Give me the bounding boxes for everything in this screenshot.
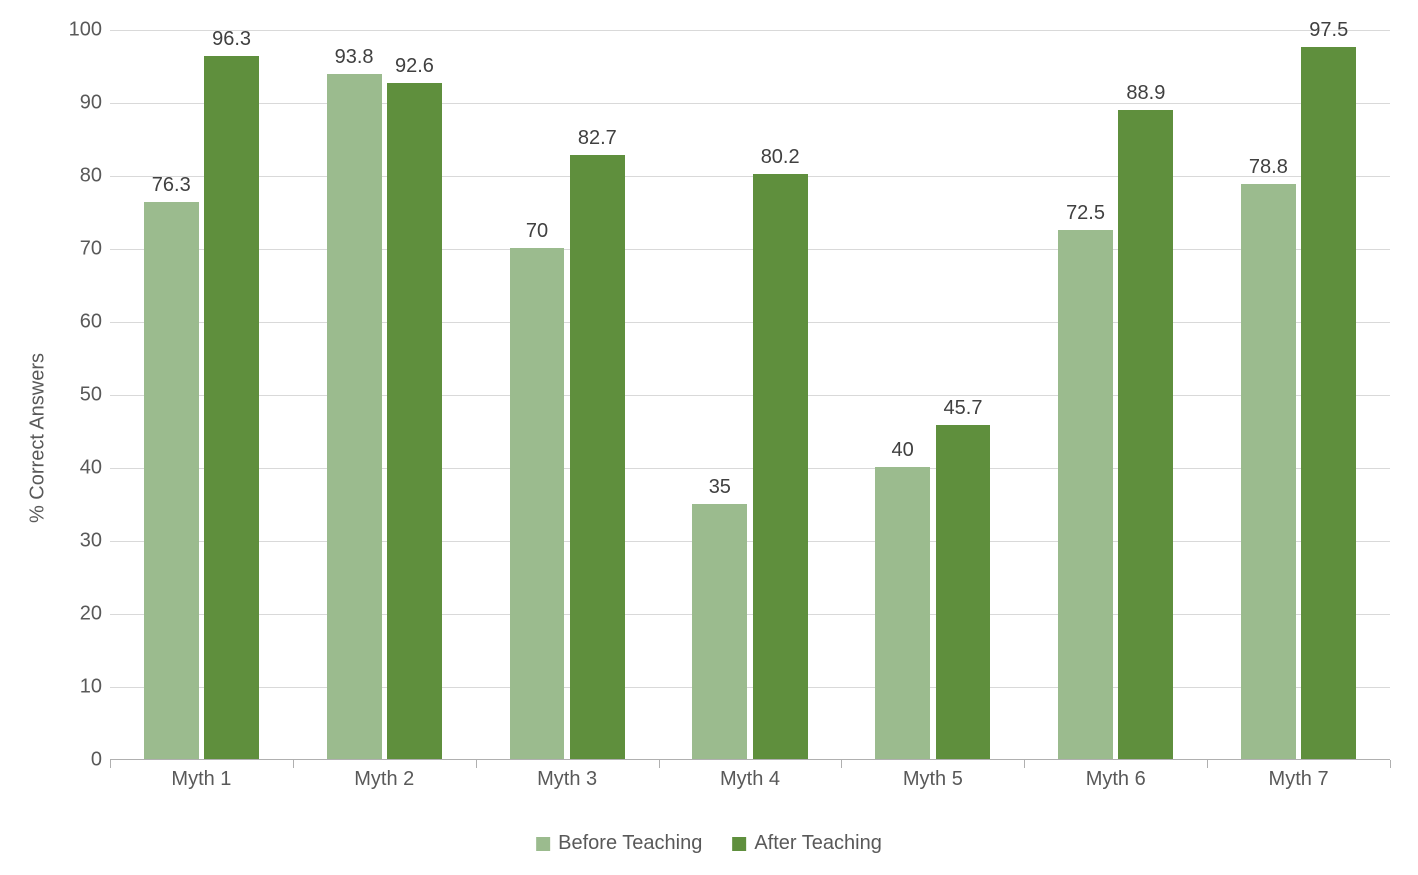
x-tick-label: Myth 3 xyxy=(537,768,597,791)
x-tick-label: Myth 1 xyxy=(171,768,231,791)
x-tickmark xyxy=(1024,760,1025,768)
gridline xyxy=(110,468,1390,469)
bar: 35 xyxy=(692,504,747,760)
bar: 96.3 xyxy=(204,56,259,759)
x-tick-label: Myth 5 xyxy=(903,768,963,791)
bar: 45.7 xyxy=(936,425,991,759)
gridline xyxy=(110,687,1390,688)
x-tickmark xyxy=(841,760,842,768)
legend-swatch xyxy=(732,837,746,851)
bar-value-label: 35 xyxy=(692,476,747,499)
bar: 80.2 xyxy=(753,174,808,759)
bar: 76.3 xyxy=(144,202,199,759)
bar-value-label: 80.2 xyxy=(753,146,808,169)
x-tickmark xyxy=(659,760,660,768)
y-tick-label: 60 xyxy=(42,311,102,334)
bar-value-label: 45.7 xyxy=(936,397,991,420)
bar: 40 xyxy=(875,467,930,759)
bar: 82.7 xyxy=(570,155,625,759)
legend-label: After Teaching xyxy=(754,832,882,855)
bar-value-label: 70 xyxy=(510,220,565,243)
x-tick-label: Myth 6 xyxy=(1086,768,1146,791)
y-tick-label: 0 xyxy=(42,749,102,772)
y-tick-label: 70 xyxy=(42,238,102,261)
y-tick-label: 50 xyxy=(42,384,102,407)
y-tick-label: 100 xyxy=(42,19,102,42)
legend-item: Before Teaching xyxy=(536,832,702,855)
gridline xyxy=(110,395,1390,396)
bar: 93.8 xyxy=(327,74,382,759)
bar-value-label: 88.9 xyxy=(1118,82,1173,105)
bar: 70 xyxy=(510,248,565,759)
y-tick-label: 20 xyxy=(42,603,102,626)
x-tickmark xyxy=(293,760,294,768)
legend-label: Before Teaching xyxy=(558,832,702,855)
x-tick-label: Myth 7 xyxy=(1269,768,1329,791)
bar: 78.8 xyxy=(1241,184,1296,759)
legend-item: After Teaching xyxy=(732,832,882,855)
y-tick-label: 90 xyxy=(42,92,102,115)
bar-value-label: 72.5 xyxy=(1058,202,1113,225)
x-tick-label: Myth 4 xyxy=(720,768,780,791)
y-tick-label: 10 xyxy=(42,676,102,699)
bar-value-label: 78.8 xyxy=(1241,156,1296,179)
legend-swatch xyxy=(536,837,550,851)
bar: 92.6 xyxy=(387,83,442,759)
y-tick-label: 40 xyxy=(42,457,102,480)
plot-area: 76.3 93.8 70 35 40 72.5 78.8 96.3 92.6 82.7 80.2 45… xyxy=(110,30,1390,760)
bar-value-label: 82.7 xyxy=(570,127,625,150)
y-tick-label: 30 xyxy=(42,530,102,553)
bar-value-label: 92.6 xyxy=(387,55,442,78)
bar: 72.5 xyxy=(1058,230,1113,759)
bar-value-label: 93.8 xyxy=(327,46,382,69)
gridline xyxy=(110,541,1390,542)
gridline xyxy=(110,322,1390,323)
x-tickmark xyxy=(1207,760,1208,768)
gridline xyxy=(110,30,1390,31)
bar-chart: % Correct Answers 76.3 93.8 70 35 40 72.5 78.8… xyxy=(20,20,1398,855)
x-tickmark xyxy=(1390,760,1391,768)
bar-value-label: 40 xyxy=(875,439,930,462)
bar: 88.9 xyxy=(1118,110,1173,759)
y-axis-label: % Correct Answers xyxy=(27,352,50,522)
x-tick-label: Myth 2 xyxy=(354,768,414,791)
bar-value-label: 96.3 xyxy=(204,28,259,51)
x-tickmark xyxy=(476,760,477,768)
bar: 97.5 xyxy=(1301,47,1356,759)
y-tick-label: 80 xyxy=(42,165,102,188)
gridline xyxy=(110,103,1390,104)
x-tickmark xyxy=(110,760,111,768)
bar-value-label: 76.3 xyxy=(144,174,199,197)
bar-value-label: 97.5 xyxy=(1301,19,1356,42)
chart-legend: Before Teaching After Teaching xyxy=(536,832,882,855)
gridline xyxy=(110,614,1390,615)
gridline xyxy=(110,249,1390,250)
gridline xyxy=(110,176,1390,177)
